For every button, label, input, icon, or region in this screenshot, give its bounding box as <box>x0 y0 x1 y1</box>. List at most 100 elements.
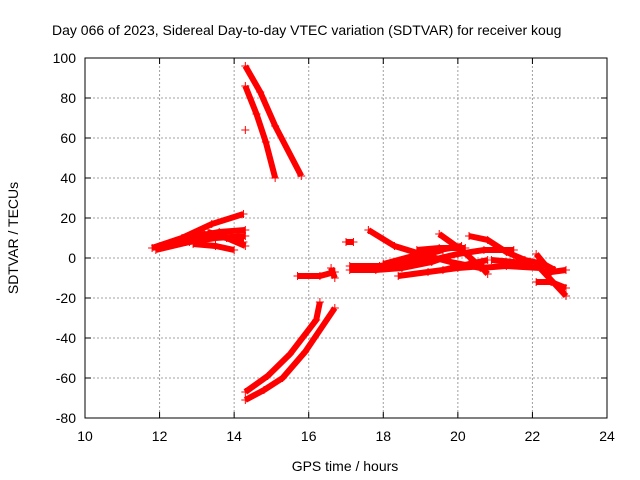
data-point <box>528 260 537 268</box>
y-tick-label: -80 <box>56 410 76 426</box>
data-point <box>239 210 248 218</box>
data-series-arc-6 <box>204 228 248 246</box>
data-point <box>561 266 570 274</box>
x-tick-label: 14 <box>226 428 242 444</box>
data-point <box>390 242 399 250</box>
x-tick-label: 18 <box>375 428 391 444</box>
data-point <box>532 278 541 286</box>
data-arc <box>297 269 336 279</box>
x-tick-label: 12 <box>152 428 168 444</box>
data-point <box>163 242 172 250</box>
data-point <box>502 248 511 256</box>
data-arc <box>437 231 490 277</box>
data-series-arc-26 <box>532 250 570 276</box>
data-point <box>547 278 556 286</box>
y-tick-label: 100 <box>53 50 77 66</box>
data-point <box>561 284 570 292</box>
data-point <box>241 62 250 70</box>
data-point <box>293 272 302 280</box>
y-tick-label: -60 <box>56 370 76 386</box>
data-point <box>435 244 444 252</box>
data-point <box>200 230 209 238</box>
y-tick-label: 20 <box>60 210 76 226</box>
data-point <box>379 260 388 268</box>
data-point <box>438 266 447 274</box>
y-tick-label: 60 <box>60 130 76 146</box>
data-point <box>222 234 231 242</box>
data-point <box>241 82 250 90</box>
x-tick-label: 24 <box>599 428 615 444</box>
data-arc <box>242 84 279 179</box>
data-arc <box>192 241 235 253</box>
data-point <box>271 174 280 182</box>
data-point <box>241 242 250 250</box>
data-point <box>207 220 216 228</box>
data-point <box>315 272 324 280</box>
data-point <box>300 348 309 356</box>
data-point <box>364 226 373 234</box>
data-point <box>330 304 339 312</box>
data-point <box>446 258 455 266</box>
data-series-arc-7 <box>241 62 306 180</box>
data-point <box>252 110 261 118</box>
x-axis-label: GPS time / hours <box>292 458 399 474</box>
y-tick-label: 80 <box>60 90 76 106</box>
data-point <box>189 240 198 248</box>
data-point <box>204 228 213 236</box>
data-point <box>509 258 518 266</box>
data-arc <box>328 266 338 280</box>
data-series-arc-13 <box>327 264 339 282</box>
data-series-arc-27 <box>532 278 570 292</box>
data-point <box>412 246 421 254</box>
data-series-arc-10 <box>241 304 339 404</box>
data-series-arc-11 <box>241 298 324 396</box>
data-layer <box>148 62 570 404</box>
data-series-arc-23 <box>438 256 492 274</box>
data-point <box>151 246 160 254</box>
data-point <box>342 238 350 246</box>
data-point <box>453 250 462 258</box>
x-tick-label: 10 <box>77 428 93 444</box>
data-point <box>239 238 248 246</box>
data-series-arc-14 <box>342 238 358 246</box>
data-point <box>532 250 541 258</box>
data-point <box>256 88 265 96</box>
data-point <box>241 226 250 234</box>
data-point <box>211 242 220 250</box>
data-series-arc-25 <box>487 256 537 268</box>
data-point <box>465 260 474 268</box>
data-point <box>259 386 268 394</box>
data-point <box>409 252 418 260</box>
data-point <box>181 238 190 246</box>
data-point <box>427 256 436 264</box>
data-point <box>483 270 492 278</box>
data-point <box>457 246 466 254</box>
x-tick-label: 20 <box>450 428 466 444</box>
data-point <box>241 126 250 134</box>
data-point <box>394 272 403 280</box>
plot-frame <box>84 57 608 419</box>
data-point <box>241 396 250 404</box>
data-point <box>375 262 384 270</box>
data-point <box>561 292 570 300</box>
data-point <box>230 246 239 254</box>
data-point <box>349 238 358 246</box>
data-point <box>241 388 250 396</box>
data-point <box>483 236 492 244</box>
x-tick-label: 16 <box>301 428 317 444</box>
data-series-arc-9 <box>241 126 250 134</box>
data-point <box>315 298 324 306</box>
data-point <box>297 172 306 180</box>
data-point <box>261 138 270 146</box>
axes: 10 12 14 16 18 20 22 24 100 80 60 40 20 0 -20 -40 -60 -80 <box>53 50 615 444</box>
data-point <box>479 246 488 254</box>
data-point <box>278 374 287 382</box>
data-series-arc-5 <box>189 240 239 254</box>
data-point <box>435 230 444 238</box>
data-point <box>345 262 354 270</box>
data-series-arc-22 <box>435 230 492 278</box>
data-point <box>330 274 339 282</box>
data-point <box>465 232 474 240</box>
data-point <box>487 256 496 264</box>
